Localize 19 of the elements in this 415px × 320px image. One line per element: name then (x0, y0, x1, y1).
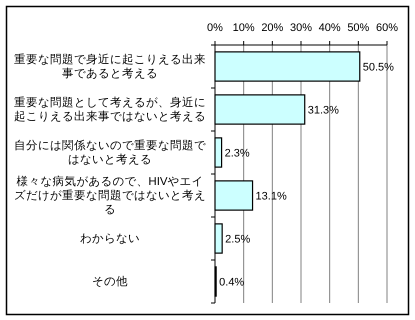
x-tick-label: 20% (261, 22, 284, 34)
x-tick-label: 0% (207, 22, 224, 34)
x-tick-label: 50% (347, 22, 370, 34)
x-tick-label: 30% (290, 22, 312, 34)
data-label: 0.4% (219, 276, 244, 288)
data-label: 50.5% (362, 62, 394, 74)
y-tick-label: 自分には関係ないので重要な問題ではないと考える (14, 138, 206, 168)
x-tick-label: 60% (376, 22, 398, 34)
x-tick-label: 10% (232, 22, 255, 34)
data-label: 2.3% (224, 148, 250, 160)
data-label: 13.1% (256, 190, 287, 202)
y-tick-label: 重要な問題として考えるが、身近に起こりえる出来事ではないと考える (14, 96, 206, 124)
x-tick-label: 40% (318, 22, 341, 34)
data-label: 2.5% (225, 234, 250, 246)
data-label: 31.3% (308, 104, 340, 116)
y-tick-label: 様々な病気があるので、HIVやエイズだけが重要な問題ではないと考える (14, 174, 206, 217)
y-tick-label: その他 (91, 274, 129, 290)
y-tick-label: 重要な問題で身近に起こりえる出来事であると考える (14, 52, 206, 82)
y-tick-label: わからない (79, 232, 141, 246)
